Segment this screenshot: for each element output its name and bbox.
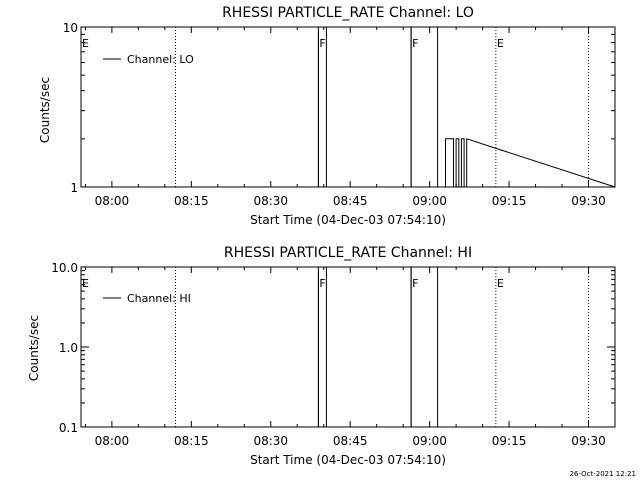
- event-marker-label: E: [82, 277, 89, 290]
- y-axis-label: Counts/sec: [27, 315, 41, 381]
- x-tick-label: 08:45: [333, 434, 368, 448]
- legend-label: Channel: HI: [127, 292, 191, 305]
- x-axis-label: Start Time (04-Dec-03 07:54:10): [250, 453, 446, 467]
- x-tick-label: 09:30: [571, 194, 606, 208]
- panel-lo: RHESSI PARTICLE_RATE Channel: LO Start T…: [38, 5, 616, 227]
- y-axis-label: Counts/sec: [38, 77, 52, 143]
- footer-timestamp: 26-Oct-2021 12:21: [570, 470, 636, 478]
- y-tick-label: 1.0: [59, 341, 78, 355]
- event-marker-label: F: [319, 37, 325, 50]
- x-tick-label: 09:15: [492, 194, 527, 208]
- x-axis-label: Start Time (04-Dec-03 07:54:10): [250, 213, 446, 227]
- y-tick-label: 10: [63, 21, 78, 35]
- y-tick-label: 10.0: [51, 261, 78, 275]
- data-series-line: [81, 26, 616, 188]
- x-tick-label: 09:00: [412, 194, 447, 208]
- event-marker-label: E: [82, 37, 89, 50]
- legend-label: Channel: LO: [127, 53, 194, 66]
- x-tick-label: 08:45: [333, 194, 368, 208]
- chart-title: RHESSI PARTICLE_RATE Channel: HI: [224, 245, 472, 261]
- y-tick-label: 1: [70, 181, 78, 195]
- x-tick-label: 08:15: [174, 194, 209, 208]
- x-tick-label: 08:15: [174, 434, 209, 448]
- event-marker-label: F: [319, 277, 325, 290]
- event-marker-label: E: [497, 277, 504, 290]
- plot-elements: 08:00 08:15 08:30 08:45 09:00 09:15 09:30 1 10 E F…: [63, 21, 616, 208]
- chart-title: RHESSI PARTICLE_RATE Channel: LO: [222, 5, 474, 21]
- x-tick-label: 08:30: [253, 434, 288, 448]
- panel-hi: RHESSI PARTICLE_RATE Channel: HI Start T…: [27, 245, 616, 467]
- x-tick-label: 09:15: [492, 434, 527, 448]
- plot-elements: 08:00 08:15 08:30 08:45 09:00 09:15 09:30 0.1 1.…: [51, 261, 616, 448]
- x-tick-label: 08:30: [253, 194, 288, 208]
- event-marker-label: F: [412, 277, 418, 290]
- data-series-line: [81, 266, 615, 428]
- x-tick-label: 08:00: [95, 194, 130, 208]
- y-tick-label: 0.1: [59, 421, 78, 435]
- x-tick-label: 09:30: [571, 434, 606, 448]
- event-marker-label: E: [497, 37, 504, 50]
- x-tick-label: 09:00: [412, 434, 447, 448]
- event-marker-label: F: [412, 37, 418, 50]
- x-tick-label: 08:00: [95, 434, 130, 448]
